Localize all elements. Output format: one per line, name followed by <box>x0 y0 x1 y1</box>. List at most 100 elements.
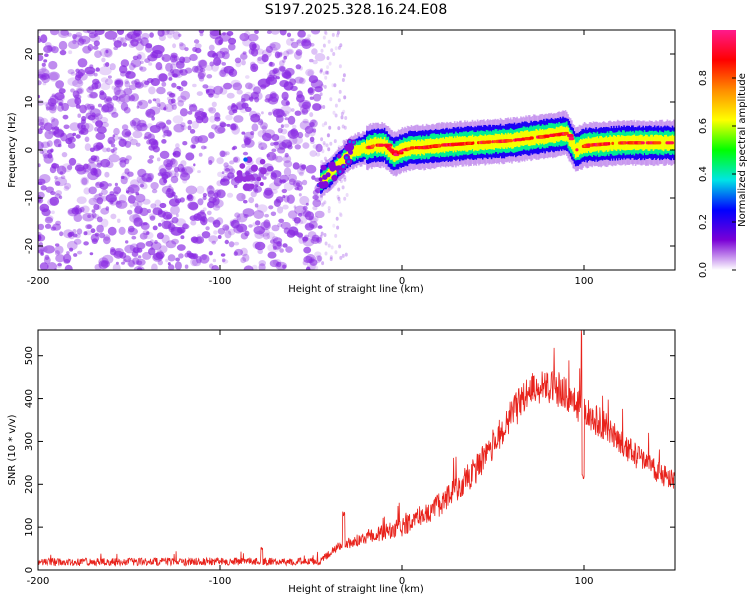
noise-speckle <box>282 59 286 63</box>
noise-speckle <box>225 114 233 121</box>
signal-cell <box>578 140 581 155</box>
noise-speckle <box>229 123 239 131</box>
noise-speckle <box>147 123 153 129</box>
noise-speckle <box>309 217 317 224</box>
noise-speckle <box>243 214 249 218</box>
noise-speckle <box>84 143 92 152</box>
noise-speckle <box>320 203 324 207</box>
noise-speckle <box>56 165 67 175</box>
noise-speckle <box>149 125 161 133</box>
noise-speckle <box>150 78 160 86</box>
noise-speckle <box>208 160 213 165</box>
noise-speckle <box>165 62 173 72</box>
noise-speckle <box>157 30 165 37</box>
noise-speckle <box>189 53 198 62</box>
noise-speckle <box>308 75 319 84</box>
signal-cell <box>359 144 362 156</box>
noise-speckle <box>113 250 124 259</box>
noise-speckle <box>305 222 311 228</box>
noise-speckle <box>185 185 198 195</box>
noise-speckle <box>220 85 225 91</box>
noise-speckle <box>266 151 277 161</box>
noise-speckle <box>269 41 281 51</box>
noise-speckle <box>260 146 264 150</box>
noise-speckle <box>321 123 325 128</box>
noise-speckle <box>38 163 41 168</box>
snr-y-label: SNR (10 * v/v) <box>7 414 18 485</box>
noise-speckle <box>309 96 314 100</box>
noise-speckle <box>99 116 109 124</box>
noise-speckle <box>317 255 323 262</box>
noise-speckle <box>84 103 91 111</box>
noise-speckle <box>309 58 314 63</box>
noise-speckle <box>211 101 217 108</box>
noise-speckle <box>139 183 145 188</box>
noise-speckle <box>282 195 286 199</box>
noise-speckle <box>191 144 196 149</box>
noise-speckle <box>315 152 321 157</box>
noise-speckle <box>151 188 158 194</box>
noise-speckle <box>176 213 179 218</box>
signal-core-cell <box>653 141 662 145</box>
noise-speckle <box>158 222 162 227</box>
noise-speckle <box>41 62 46 67</box>
noise-speckle <box>341 253 345 258</box>
noise-speckle <box>53 126 60 131</box>
noise-speckle <box>57 104 64 112</box>
noise-speckle <box>338 244 342 249</box>
signal-cell <box>341 155 344 167</box>
noise-speckle <box>338 64 342 69</box>
noise-speckle <box>75 104 81 109</box>
noise-speckle <box>250 91 259 100</box>
noise-speckle <box>231 147 236 151</box>
signal-cell <box>609 135 611 150</box>
noise-speckle <box>54 193 61 199</box>
noise-speckle <box>328 61 332 66</box>
noise-speckle <box>309 119 318 128</box>
noise-speckle <box>298 215 308 224</box>
noise-speckle <box>278 142 287 150</box>
noise-speckle <box>216 180 223 187</box>
noise-speckle <box>285 246 293 253</box>
noise-speckle <box>86 30 97 35</box>
noise-speckle <box>206 74 213 79</box>
feature-blob <box>236 174 244 182</box>
noise-speckle <box>193 39 200 44</box>
noise-speckle <box>38 54 44 62</box>
noise-speckle <box>75 205 80 209</box>
noise-speckle <box>103 236 111 245</box>
noise-speckle <box>38 191 45 199</box>
noise-speckle <box>343 196 347 201</box>
y-tick-label: 300 <box>24 432 35 451</box>
noise-speckle <box>95 182 100 186</box>
noise-speckle <box>295 64 302 70</box>
noise-speckle <box>159 177 167 186</box>
y-tick-label: 400 <box>24 389 35 408</box>
noise-speckle <box>45 42 52 48</box>
noise-speckle <box>97 103 103 108</box>
noise-speckle <box>312 93 322 102</box>
noise-speckle <box>242 51 247 55</box>
noise-speckle <box>254 185 262 193</box>
noise-speckle <box>314 251 322 258</box>
signal-cell <box>352 145 354 157</box>
noise-speckle <box>240 53 248 60</box>
noise-speckle <box>74 164 85 172</box>
noise-speckle <box>293 217 301 224</box>
noise-speckle <box>301 108 309 115</box>
noise-speckle <box>81 177 88 185</box>
noise-speckle <box>321 149 325 154</box>
noise-speckle <box>140 37 149 47</box>
noise-speckle <box>286 32 292 38</box>
snr-series-line <box>38 330 675 568</box>
noise-speckle <box>247 33 259 42</box>
noise-speckle <box>114 182 118 187</box>
noise-speckle <box>40 206 46 212</box>
noise-speckle <box>45 186 54 193</box>
noise-speckle <box>241 143 247 149</box>
noise-speckle <box>202 207 207 211</box>
noise-speckle <box>229 220 235 227</box>
noise-speckle <box>339 255 343 260</box>
noise-speckle <box>339 213 343 218</box>
noise-speckle <box>299 164 306 171</box>
